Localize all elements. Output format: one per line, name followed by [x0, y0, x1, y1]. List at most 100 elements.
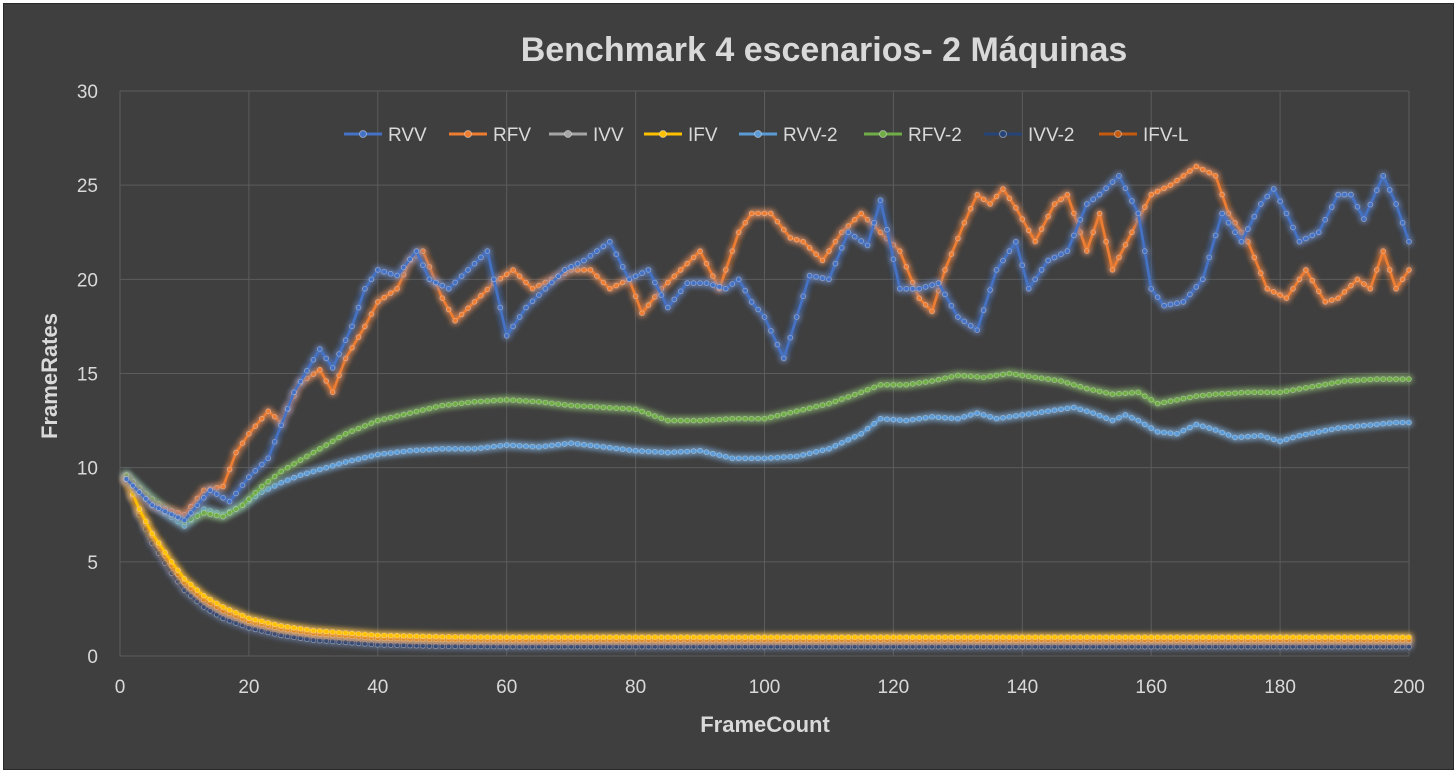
data-point	[1096, 388, 1103, 395]
data-point	[639, 270, 645, 276]
data-point	[1270, 186, 1277, 192]
data-point	[329, 365, 336, 371]
data-point	[291, 461, 297, 467]
data-point	[420, 633, 426, 640]
data-point	[175, 514, 181, 521]
data-point	[632, 447, 639, 454]
data-point	[342, 430, 349, 437]
data-point	[1219, 429, 1225, 436]
data-point	[838, 439, 845, 446]
x-tick-label: 0	[115, 677, 126, 698]
data-point	[284, 464, 291, 471]
data-point	[697, 643, 703, 650]
y-tick-label: 25	[77, 176, 98, 197]
data-point	[1000, 257, 1006, 264]
data-point	[426, 276, 433, 283]
data-point	[574, 403, 581, 409]
data-point	[1309, 643, 1316, 650]
y-tick-label: 30	[77, 82, 98, 103]
data-point	[503, 332, 510, 339]
data-point	[671, 634, 678, 640]
data-point	[452, 634, 458, 640]
data-point	[523, 304, 529, 311]
data-point	[465, 305, 471, 312]
data-point	[658, 449, 665, 456]
data-point	[458, 273, 465, 280]
data-point	[858, 238, 864, 244]
data-point	[1154, 400, 1161, 407]
data-point	[871, 643, 877, 650]
data-point	[1071, 381, 1077, 388]
data-point	[291, 389, 297, 396]
data-point	[149, 496, 156, 502]
data-point	[813, 251, 819, 258]
data-point	[935, 634, 942, 640]
data-point	[980, 412, 987, 418]
data-point	[742, 643, 748, 650]
data-point	[684, 417, 690, 424]
data-point	[877, 634, 884, 640]
data-point	[374, 299, 381, 305]
data-point	[168, 558, 175, 565]
data-point	[342, 459, 349, 465]
data-point	[1013, 634, 1019, 640]
data-point	[929, 282, 935, 288]
data-point	[1154, 188, 1161, 195]
data-point	[1393, 419, 1399, 426]
data-point	[929, 643, 935, 650]
data-point	[1103, 389, 1109, 396]
data-point	[677, 634, 684, 640]
data-point	[987, 634, 993, 640]
data-point	[1058, 378, 1064, 384]
data-point	[716, 416, 723, 423]
data-point	[1051, 634, 1058, 640]
data-point	[1174, 300, 1180, 307]
data-point	[465, 634, 471, 640]
data-point	[729, 634, 736, 640]
data-point	[297, 457, 304, 463]
data-point	[800, 452, 806, 458]
data-point	[1161, 429, 1167, 436]
data-point	[1045, 408, 1051, 415]
data-point	[1277, 198, 1283, 205]
data-point	[1148, 425, 1154, 431]
data-point	[948, 415, 955, 422]
data-point	[1135, 634, 1142, 640]
data-point	[1129, 643, 1135, 650]
data-point	[619, 263, 626, 270]
data-point	[632, 293, 639, 300]
data-point	[1077, 406, 1084, 413]
data-point	[871, 634, 877, 640]
data-point	[246, 430, 252, 437]
data-point	[606, 634, 613, 640]
data-point	[690, 417, 697, 424]
data-point	[1212, 391, 1219, 398]
data-point	[1232, 229, 1238, 236]
data-point	[922, 284, 929, 290]
data-point	[471, 299, 478, 305]
data-point	[291, 624, 297, 631]
data-point	[755, 306, 761, 313]
data-point	[291, 634, 297, 640]
data-point	[1090, 196, 1096, 203]
data-point	[1367, 285, 1374, 292]
data-point	[432, 404, 439, 410]
data-point	[220, 513, 226, 520]
series-ifv-l	[123, 476, 1412, 643]
data-point	[813, 634, 819, 640]
data-point	[1322, 216, 1328, 223]
data-point	[1090, 387, 1096, 393]
data-point	[258, 618, 265, 625]
data-point	[1341, 643, 1348, 650]
data-point	[1341, 289, 1348, 295]
data-point	[503, 634, 510, 640]
data-point	[233, 449, 239, 456]
data-point	[368, 641, 375, 647]
data-point	[890, 643, 897, 650]
data-point	[374, 632, 381, 639]
data-point	[1129, 389, 1135, 396]
data-point	[1058, 196, 1064, 203]
data-point	[1245, 238, 1251, 245]
data-point	[1038, 409, 1045, 415]
data-point	[967, 412, 974, 418]
